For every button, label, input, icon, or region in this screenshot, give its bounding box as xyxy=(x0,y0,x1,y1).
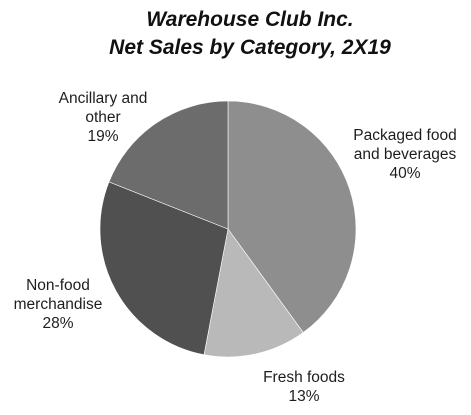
pie-slice-0 xyxy=(227,100,357,333)
pie-slice-3 xyxy=(108,100,229,230)
slice-labels: Packaged food and beverages 40% Fresh foods… xyxy=(14,90,457,405)
chart-subtitle: Net Sales by Category, 2X19 xyxy=(109,36,391,59)
pie-slices xyxy=(99,100,357,358)
slice-category-label-0: Packaged food xyxy=(353,127,456,144)
slice-category-label-1: Fresh foods xyxy=(263,369,345,386)
slice-value-label-0: 40% xyxy=(389,165,420,182)
slice-category-label-2: Non-food xyxy=(26,277,90,294)
slice-category-label-3: Ancillary and xyxy=(59,90,148,107)
slice-category-label-0: and beverages xyxy=(354,146,457,163)
slice-value-label-2: 28% xyxy=(42,315,73,332)
pie-slice-1 xyxy=(203,228,304,358)
slice-category-label-3: other xyxy=(85,109,120,126)
slice-value-label-1: 13% xyxy=(288,388,319,405)
pie-slice-2 xyxy=(99,181,229,356)
slice-category-label-2: merchandise xyxy=(14,296,103,313)
slice-value-label-3: 19% xyxy=(87,128,118,145)
chart-title: Warehouse Club Inc. xyxy=(146,8,353,31)
